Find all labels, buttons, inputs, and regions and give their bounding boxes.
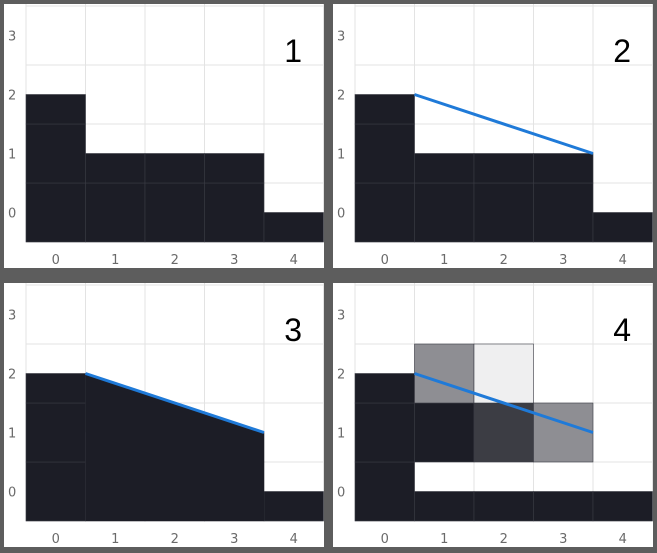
filled-cell <box>144 182 205 243</box>
filled-cell <box>354 182 415 243</box>
x-tick-label: 0 <box>52 253 60 268</box>
coverage-cell <box>414 343 475 404</box>
x-tick-label: 4 <box>619 532 627 547</box>
x-tick-label: 1 <box>440 532 448 547</box>
x-tick-label: 1 <box>440 253 448 268</box>
panel-3: 0 1 2 3 0 1 2 3 4 3 <box>4 283 324 547</box>
y-tick-label: 0 <box>337 207 345 222</box>
x-tick-label: 3 <box>230 253 238 268</box>
y-tick-label: 2 <box>337 368 345 383</box>
x-tick-label: 3 <box>230 532 238 547</box>
coverage-cell <box>473 402 534 463</box>
filled-polygon <box>85 373 264 521</box>
filled-cell <box>592 212 653 243</box>
filled-cell <box>85 182 146 243</box>
filled-cell <box>414 182 475 243</box>
filled-cell <box>414 491 475 522</box>
filled-cell <box>533 491 594 522</box>
filled-cells <box>25 373 324 522</box>
line-segment <box>414 372 594 434</box>
x-tick-label: 4 <box>290 253 298 268</box>
y-tick-label: 3 <box>337 30 345 45</box>
y-tick-label: 0 <box>337 486 345 501</box>
filled-cell <box>144 153 205 184</box>
filled-cell <box>473 153 534 184</box>
panel-1-canvas: 0 1 2 3 0 1 2 3 4 1 <box>8 4 324 268</box>
panel-number: 1 <box>284 33 302 69</box>
filled-cell <box>204 153 265 184</box>
y-tick-label: 2 <box>8 89 16 104</box>
panel-2-canvas: 0 1 2 3 0 1 2 3 4 2 <box>337 4 653 268</box>
filled-cells <box>354 343 653 522</box>
filled-cell <box>25 94 86 125</box>
x-tick-label: 4 <box>290 532 298 547</box>
filled-cell <box>533 153 594 184</box>
panel-3-canvas: 0 1 2 3 0 1 2 3 4 3 <box>8 283 324 547</box>
filled-cell <box>204 182 265 243</box>
filled-cell <box>263 212 324 243</box>
x-tick-label: 4 <box>619 253 627 268</box>
panel-number: 4 <box>613 312 631 348</box>
line-segment <box>85 372 265 434</box>
coverage-cell <box>533 402 594 463</box>
x-tick-label: 3 <box>559 532 567 547</box>
filled-cell <box>533 182 594 243</box>
x-tick-label: 0 <box>381 253 389 268</box>
y-tick-label: 0 <box>8 486 16 501</box>
filled-cell <box>25 123 86 184</box>
panel-number: 2 <box>613 33 631 69</box>
filled-cell <box>473 182 534 243</box>
filled-cell <box>592 491 653 522</box>
panel-4-canvas: 0 1 2 3 0 1 2 3 4 4 <box>337 283 653 547</box>
filled-cell <box>473 491 534 522</box>
panel-1: 0 1 2 3 0 1 2 3 4 1 <box>4 4 324 268</box>
filled-cell <box>354 402 415 463</box>
y-tick-label: 3 <box>8 309 16 324</box>
filled-cell <box>25 373 86 404</box>
x-tick-label: 2 <box>171 253 179 268</box>
filled-cell <box>354 123 415 184</box>
filled-cell <box>25 182 86 243</box>
filled-cell <box>263 491 324 522</box>
filled-cell <box>25 461 86 522</box>
filled-cells <box>25 94 324 243</box>
coverage-cell <box>473 343 534 404</box>
x-tick-label: 2 <box>500 532 508 547</box>
y-tick-label: 1 <box>8 148 16 163</box>
y-tick-label: 1 <box>337 148 345 163</box>
filled-cell <box>354 94 415 125</box>
y-tick-label: 1 <box>8 427 16 442</box>
y-tick-label: 0 <box>8 207 16 222</box>
x-tick-label: 0 <box>381 532 389 547</box>
x-tick-label: 0 <box>52 532 60 547</box>
coverage-cell <box>414 402 475 463</box>
x-tick-label: 1 <box>111 532 119 547</box>
x-tick-label: 2 <box>171 532 179 547</box>
x-tick-label: 3 <box>559 253 567 268</box>
filled-cells <box>354 94 653 243</box>
panel-4: 0 1 2 3 0 1 2 3 4 4 <box>333 283 653 547</box>
filled-cell <box>354 373 415 404</box>
line-segment <box>414 93 594 155</box>
y-tick-label: 1 <box>337 427 345 442</box>
x-tick-label: 2 <box>500 253 508 268</box>
y-tick-label: 3 <box>337 309 345 324</box>
filled-cell <box>354 461 415 522</box>
y-tick-label: 3 <box>8 30 16 45</box>
filled-cell <box>85 153 146 184</box>
filled-cell <box>25 402 86 463</box>
panel-2: 0 1 2 3 0 1 2 3 4 2 <box>333 4 653 268</box>
y-tick-label: 2 <box>8 368 16 383</box>
y-tick-label: 2 <box>337 89 345 104</box>
panel-number: 3 <box>284 312 302 348</box>
x-tick-label: 1 <box>111 253 119 268</box>
filled-cell <box>414 153 475 184</box>
